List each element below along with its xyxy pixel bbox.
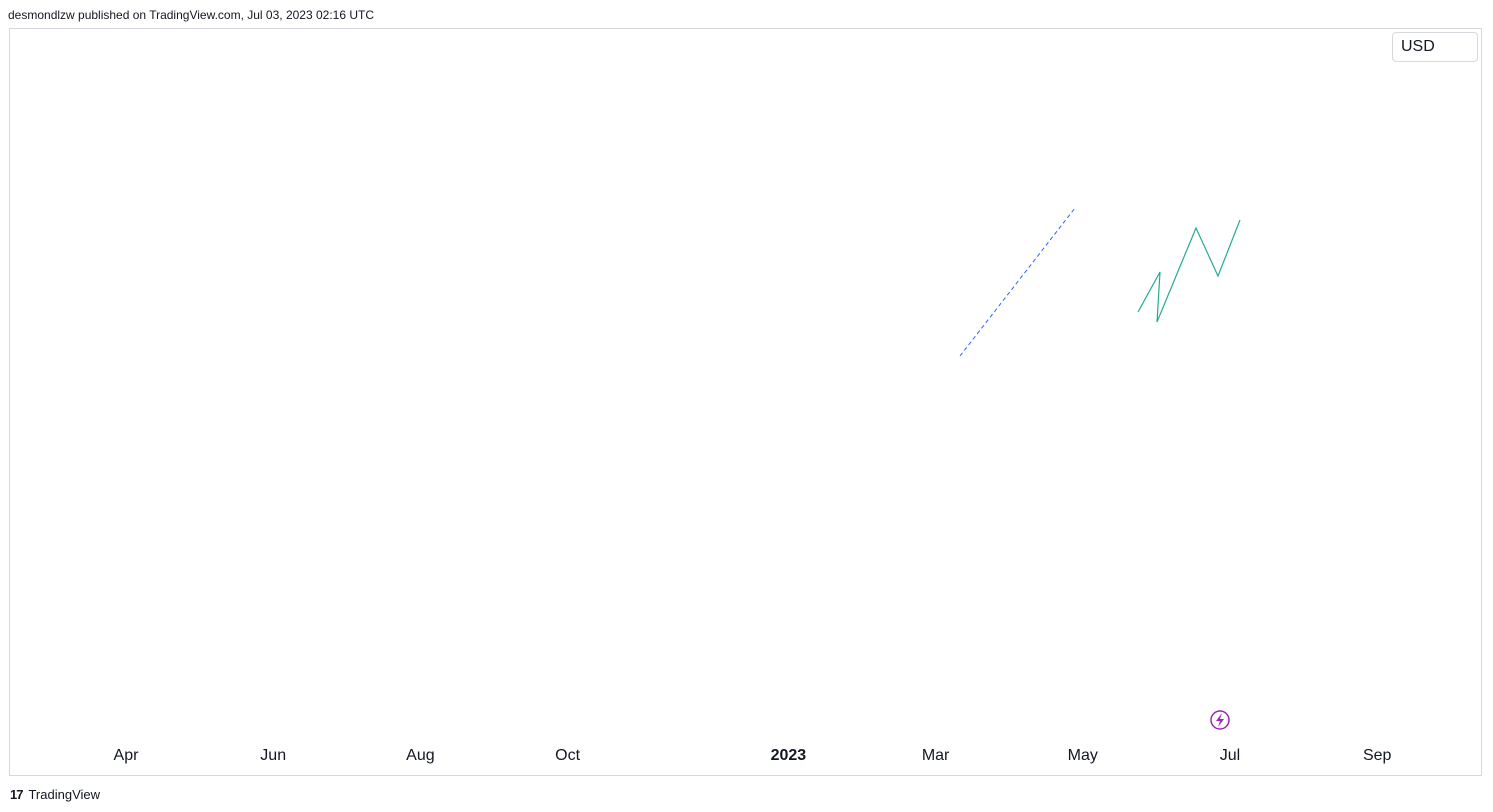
- tradingview-mark-icon: 17: [10, 787, 24, 802]
- currency-selector[interactable]: USD: [1392, 32, 1478, 62]
- publisher-caption: desmondlzw published on TradingView.com,…: [8, 8, 374, 22]
- chart-frame[interactable]: [9, 28, 1482, 776]
- footer-brand: TradingView: [28, 787, 101, 802]
- tradingview-logo[interactable]: 17 TradingView: [10, 787, 100, 802]
